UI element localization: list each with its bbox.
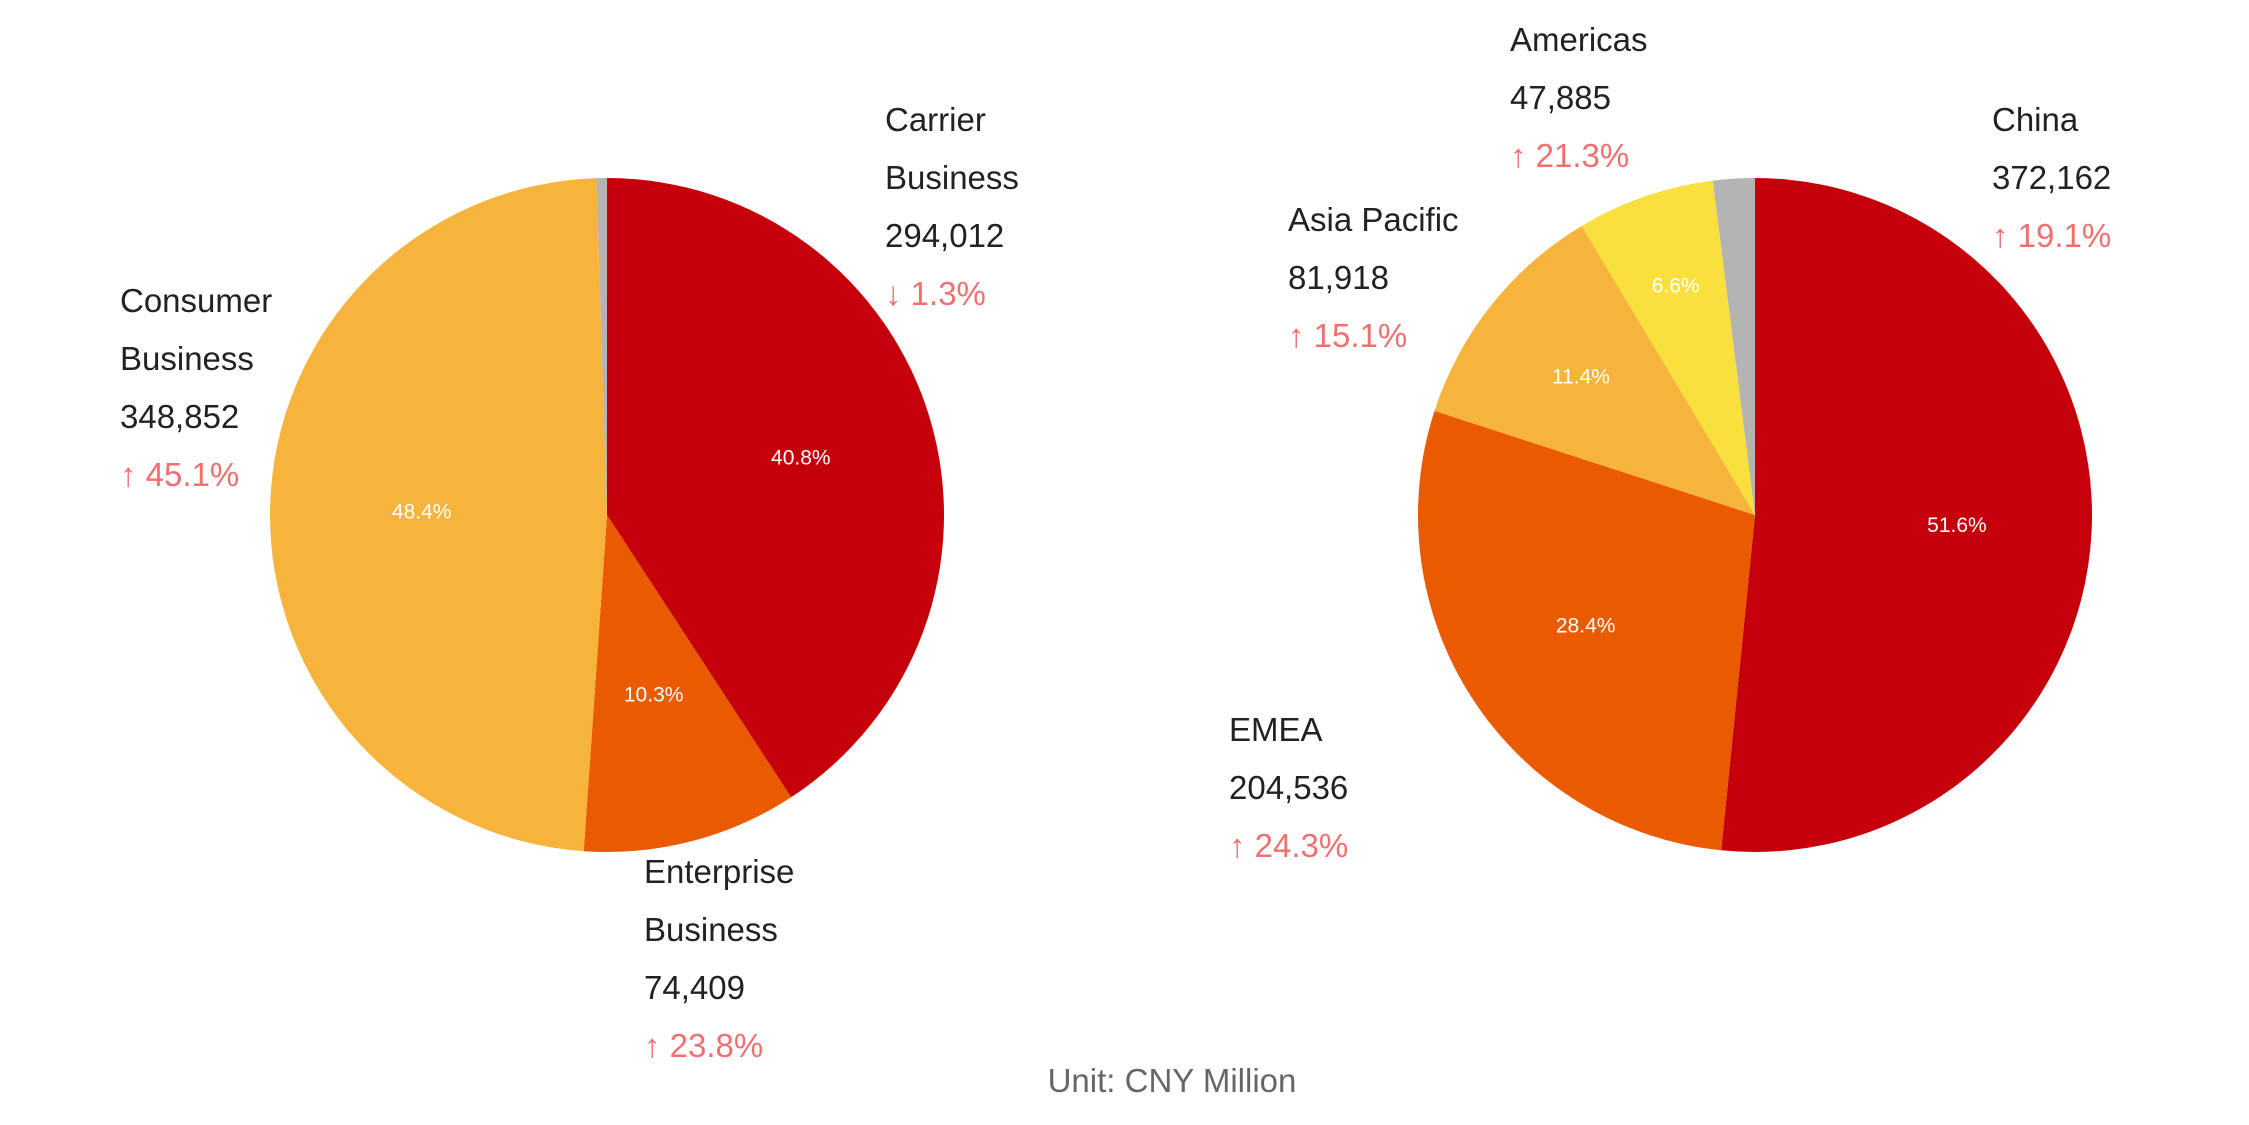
label-change: ↑ 23.8% [644, 1027, 764, 1064]
label-enterprise-business: Enterprise Business 74,409 ↑ 23.8% [644, 843, 794, 1075]
label-name: Business [120, 340, 254, 377]
label-name: Asia Pacific [1288, 201, 1459, 238]
label-value: 47,885 [1510, 79, 1611, 116]
label-name: Americas [1510, 21, 1648, 58]
pie-slice-other [596, 178, 607, 515]
pie-slice-americas [1581, 180, 1755, 515]
label-china: China 372,162 ↑ 19.1% [1992, 91, 2111, 265]
pie-slice-china [1721, 178, 2092, 853]
unit-note: Unit: CNY Million [1047, 1062, 1297, 1099]
label-value: 348,852 [120, 398, 240, 435]
label-change: ↓ 1.3% [885, 275, 986, 312]
label-change: ↑ 15.1% [1288, 317, 1408, 354]
label-change: ↑ 45.1% [120, 456, 240, 493]
pie-slice-other [1712, 178, 1755, 515]
label-name: Business [644, 911, 778, 948]
slice-percent-label: 48.4% [392, 501, 452, 524]
label-value: 294,012 [885, 217, 1005, 254]
pie-slice-consumer-business [270, 178, 607, 852]
label-name: Consumer [120, 282, 273, 319]
label-consumer-business: Consumer Business 348,852 ↑ 45.1% [120, 272, 272, 504]
slice-percent-label: 40.8% [771, 446, 831, 469]
label-emea: EMEA 204,536 ↑ 24.3% [1229, 701, 1348, 875]
slice-percent-label: 10.3% [624, 683, 684, 706]
label-value: 372,162 [1992, 159, 2112, 196]
label-value: 204,536 [1229, 769, 1349, 806]
slice-percent-label: 28.4% [1556, 614, 1616, 637]
label-value: 74,409 [644, 969, 745, 1006]
slice-percent-label: 51.6% [1927, 514, 1987, 537]
slice-percent-label: 11.4% [1552, 365, 1610, 388]
label-carrier-business: Carrier Business 294,012 ↓ 1.3% [885, 91, 1019, 323]
label-change: ↑ 24.3% [1229, 827, 1349, 864]
label-name: China [1992, 101, 2079, 138]
pie-slice-emea [1418, 410, 1755, 851]
slice-percent-label: 6.6% [1652, 275, 1700, 298]
pie-slice-asia-pacific [1434, 226, 1755, 515]
pie-slice-enterprise-business [583, 515, 792, 852]
label-name: Enterprise [644, 853, 795, 890]
label-change: ↑ 19.1% [1992, 217, 2112, 254]
label-name: Carrier [885, 101, 986, 138]
label-asia-pacific: Asia Pacific 81,918 ↑ 15.1% [1288, 191, 1459, 365]
label-name: EMEA [1229, 711, 1323, 748]
pie-slice-carrier-business [607, 178, 944, 798]
label-change: ↑ 21.3% [1510, 137, 1630, 174]
label-name: Business [885, 159, 1019, 196]
label-americas: Americas 47,885 ↑ 21.3% [1510, 11, 1648, 185]
label-value: 81,918 [1288, 259, 1389, 296]
